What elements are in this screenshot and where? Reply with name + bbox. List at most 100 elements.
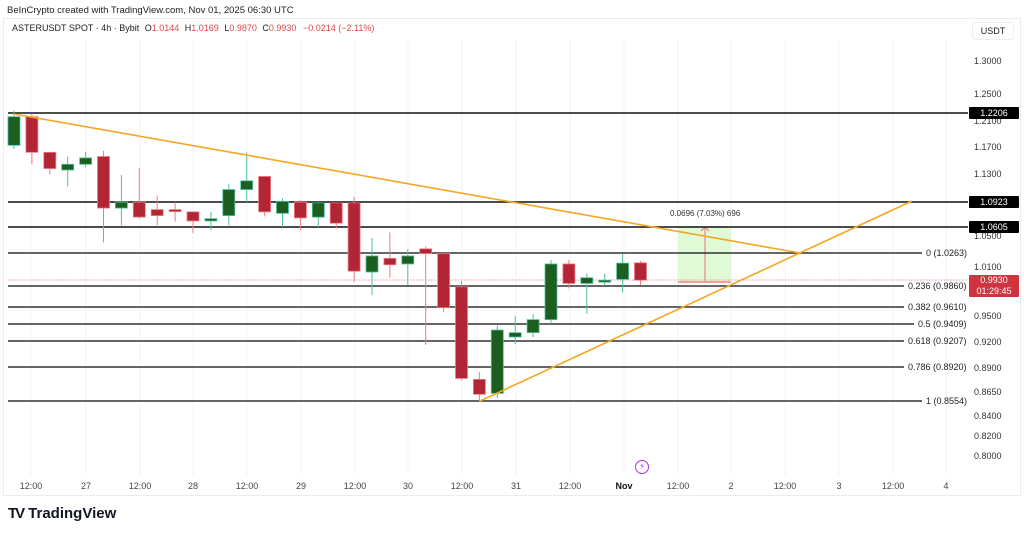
time-tick: 29 <box>295 481 307 491</box>
bar-countdown: 01:29:45 <box>976 286 1012 296</box>
price-tick: 0.8400 <box>974 411 1002 421</box>
candle[interactable] <box>43 151 57 169</box>
descending-trendline <box>13 113 801 254</box>
time-tick: 12:00 <box>881 481 905 491</box>
candle[interactable] <box>186 211 200 222</box>
last-price-value: 0.9930 <box>980 275 1008 285</box>
price-tick: 0.9500 <box>974 311 1002 321</box>
time-tick: 27 <box>80 481 92 491</box>
candle[interactable] <box>490 329 504 394</box>
candle[interactable] <box>293 201 307 219</box>
candle[interactable] <box>258 176 272 213</box>
price-tick: 1.3000 <box>974 56 1002 66</box>
time-tick: 12:00 <box>666 481 690 491</box>
candle[interactable] <box>132 201 146 218</box>
time-tick: 4 <box>943 481 949 491</box>
candle[interactable] <box>598 279 612 283</box>
price-tick: 1.0100 <box>974 262 1002 272</box>
last-price-tag: 0.9930 01:29:45 <box>969 275 1019 297</box>
candlesticks <box>7 110 647 402</box>
symbol-label: ASTERUSDT SPOT · 4h · Bybit <box>12 23 140 33</box>
candle[interactable] <box>97 156 110 209</box>
time-tick: 12:00 <box>450 481 474 491</box>
candle[interactable] <box>240 180 254 190</box>
candle[interactable] <box>562 263 576 284</box>
currency-unit-button[interactable]: USDT <box>972 22 1014 40</box>
candle[interactable] <box>383 257 397 266</box>
candle[interactable] <box>472 378 486 395</box>
price-tick: 1.1300 <box>974 169 1002 179</box>
candle[interactable] <box>419 248 433 254</box>
chart-frame[interactable] <box>3 18 1021 496</box>
candle[interactable] <box>526 319 540 334</box>
price-tick: 0.8900 <box>974 363 1002 373</box>
candle[interactable] <box>79 157 92 165</box>
time-tick: 28 <box>187 481 199 491</box>
price-tick: 0.9200 <box>974 337 1002 347</box>
candle[interactable] <box>168 209 182 212</box>
time-tick: 12:00 <box>128 481 152 491</box>
time-tick: 12:00 <box>343 481 367 491</box>
candle[interactable] <box>311 202 325 218</box>
price-tick: 0.8650 <box>974 387 1002 397</box>
candle[interactable] <box>508 332 522 338</box>
brand-name: TradingView <box>28 505 117 522</box>
horizontal-levels <box>8 112 968 228</box>
fib-label: 0.382 (0.9610) <box>908 302 967 312</box>
candle[interactable] <box>347 202 361 272</box>
candle[interactable] <box>61 163 75 171</box>
price-tick: 1.2500 <box>974 89 1002 99</box>
candle[interactable] <box>115 201 128 209</box>
ohlc-legend: ASTERUSDT SPOT · 4h · Bybit O1.0144 H1.0… <box>12 23 375 33</box>
price-tick: 1.1700 <box>974 142 1002 152</box>
candle[interactable] <box>544 263 558 321</box>
lightning-event-icon[interactable]: ⚡ <box>635 460 649 474</box>
high-value: 1.0169 <box>191 23 219 33</box>
fib-label: 0.786 (0.8920) <box>908 362 967 372</box>
tradingview-brand[interactable]: TV TradingView <box>8 505 116 522</box>
time-tick: 12:00 <box>235 481 259 491</box>
fib-label: 0.618 (0.9207) <box>908 336 967 346</box>
candle[interactable] <box>365 255 379 273</box>
candle[interactable] <box>150 209 164 217</box>
time-tick: 12:00 <box>773 481 797 491</box>
chart-credit: BeInCrypto created with TradingView.com,… <box>7 5 294 16</box>
fib-label: 0.5 (0.9409) <box>918 319 967 329</box>
price-tick: 0.8200 <box>974 431 1002 441</box>
candle[interactable] <box>204 218 218 222</box>
candle[interactable] <box>616 262 629 280</box>
candle[interactable] <box>222 189 236 217</box>
candle[interactable] <box>634 262 647 281</box>
candle[interactable] <box>329 202 343 224</box>
time-tick: 2 <box>728 481 734 491</box>
level-tag-1: 1.2206 <box>969 107 1019 119</box>
time-tick: 12:00 <box>19 481 43 491</box>
time-tick: 12:00 <box>558 481 582 491</box>
level-tag-2: 1.0923 <box>969 196 1019 208</box>
fib-label: 0.236 (0.9860) <box>908 281 967 291</box>
candle[interactable] <box>7 116 21 146</box>
candle[interactable] <box>580 277 594 284</box>
fib-label: 0 (1.0263) <box>926 248 968 258</box>
candle[interactable] <box>401 255 415 265</box>
time-tick: 3 <box>836 481 842 491</box>
level-tag-3: 1.0605 <box>969 221 1019 233</box>
fib-label: 1 (0.8554) <box>926 396 968 406</box>
candle[interactable] <box>437 253 451 309</box>
low-value: 0.9870 <box>229 23 257 33</box>
price-tick: 0.8000 <box>974 451 1002 461</box>
change-value: −0.0214 (−2.11%) <box>302 23 375 33</box>
candle[interactable] <box>276 200 289 214</box>
time-tick: Nov <box>615 481 633 491</box>
price-tick: 1.2100 <box>974 116 1002 126</box>
open-value: 1.0144 <box>151 23 180 33</box>
measure-label: 0.0696 (7.03%) 696 <box>670 209 741 218</box>
price-tick: 1.0500 <box>974 231 1002 241</box>
ascending-trendline <box>479 200 913 402</box>
grid-lines <box>30 40 947 475</box>
close-value: 0.9930 <box>268 23 297 33</box>
candle[interactable] <box>455 286 468 379</box>
time-tick: 31 <box>510 481 522 491</box>
candle[interactable] <box>25 116 39 153</box>
